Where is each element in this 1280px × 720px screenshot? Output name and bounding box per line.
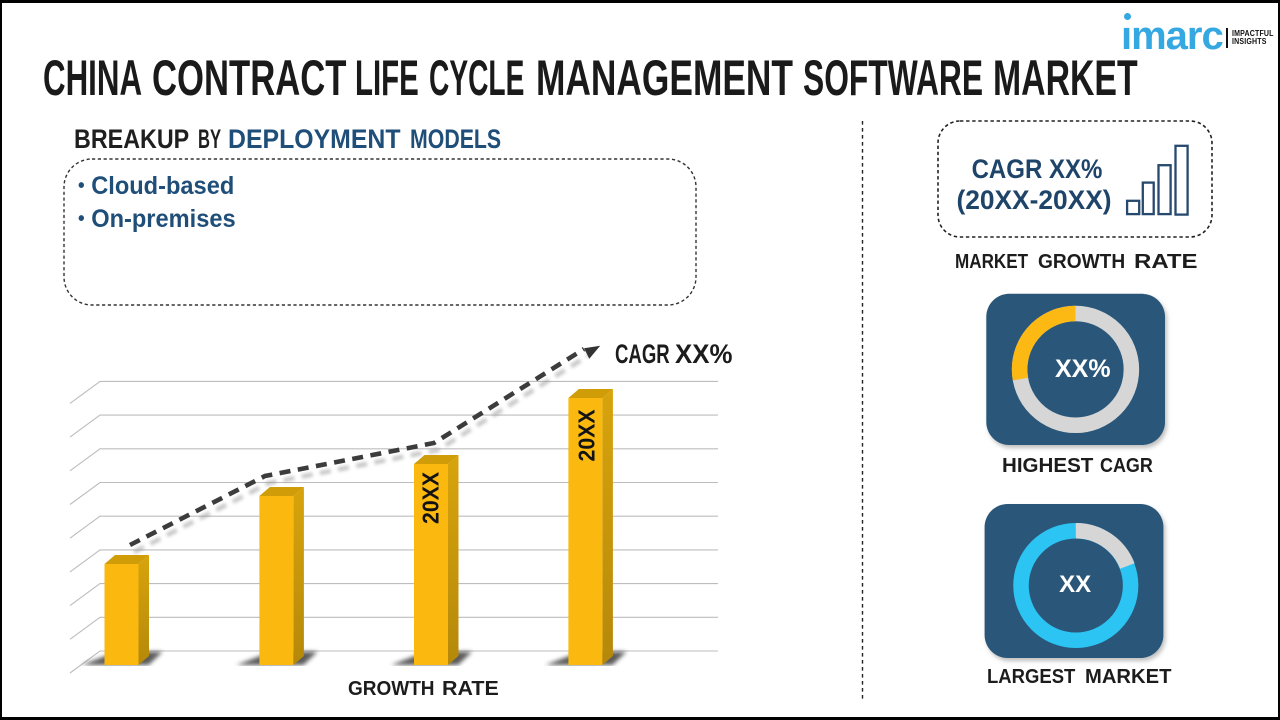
- svg-text:20XX: 20XX: [574, 409, 600, 462]
- svg-text:20XX: 20XX: [418, 471, 444, 524]
